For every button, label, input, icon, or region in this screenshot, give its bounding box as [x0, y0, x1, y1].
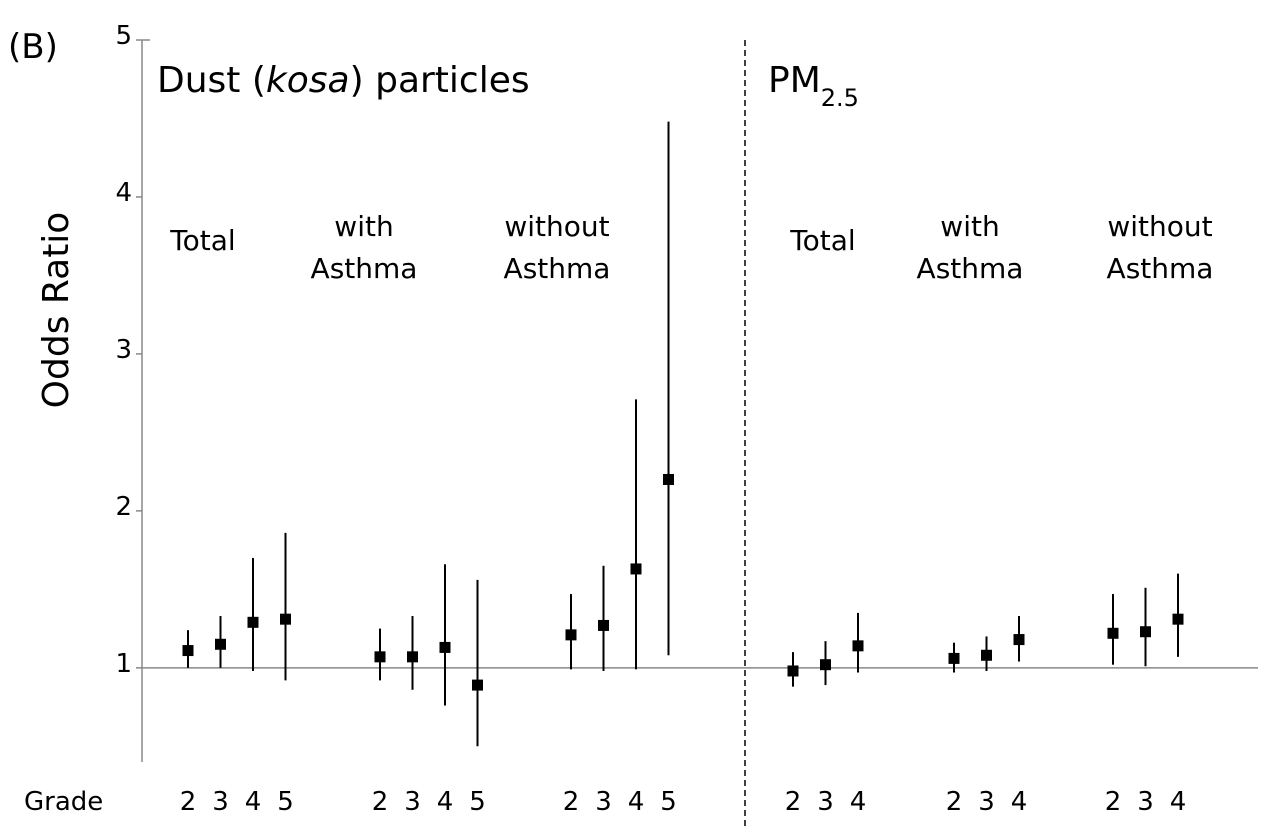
point	[852, 640, 864, 652]
x-tick-label: 3	[817, 787, 834, 817]
point	[981, 649, 992, 661]
title-part: ) particles	[350, 60, 530, 101]
point	[820, 659, 831, 671]
y-tick-label: 2	[115, 492, 132, 522]
y-tick-label: 3	[115, 335, 132, 365]
point	[247, 616, 259, 628]
x-tick-label: 4	[1011, 787, 1028, 817]
point	[1013, 634, 1025, 646]
group-label: Asthma	[1107, 252, 1214, 285]
x-tick-label: 2	[946, 787, 963, 817]
group-label: Asthma	[311, 252, 418, 285]
group-label: with	[940, 210, 999, 243]
x-tick-label: 2	[180, 787, 197, 817]
x-tick-label: 2	[372, 787, 389, 817]
point	[280, 613, 291, 625]
x-tick-label: 2	[563, 787, 580, 817]
point	[374, 651, 386, 663]
point	[663, 473, 674, 485]
group-label: Total	[169, 224, 235, 257]
title-part: kosa	[266, 60, 350, 101]
y-tick-label: 5	[115, 21, 132, 51]
x-tick-label: 4	[245, 787, 262, 817]
panel-title: Dust (kosa) particles	[157, 60, 530, 101]
x-tick-label: 3	[404, 787, 421, 817]
title-part: 2.5	[821, 84, 859, 112]
x-tick-label: 4	[1170, 787, 1187, 817]
x-tick-label: 3	[1137, 787, 1154, 817]
x-tick-label: 4	[850, 787, 867, 817]
point	[472, 679, 483, 691]
x-tick-label: 3	[595, 787, 612, 817]
title-part: Dust (	[157, 60, 266, 101]
x-tick-label: 4	[628, 787, 645, 817]
point	[215, 638, 226, 650]
group-label: Asthma	[917, 252, 1024, 285]
x-tick-label: 5	[277, 787, 294, 817]
panel-title: PM2.5	[768, 60, 859, 112]
group-label: Total	[789, 224, 855, 257]
y-tick-label: 1	[115, 649, 132, 679]
point	[565, 629, 577, 641]
point	[182, 645, 194, 657]
y-tick-label: 4	[115, 178, 132, 208]
x-tick-label: 3	[978, 787, 995, 817]
point	[1140, 626, 1151, 638]
point	[787, 665, 799, 677]
group-label: without	[1107, 210, 1212, 243]
x-tick-label: 3	[212, 787, 229, 817]
point	[407, 651, 418, 663]
group-label: Asthma	[504, 252, 611, 285]
point	[598, 619, 609, 631]
x-tick-label: 2	[1105, 787, 1122, 817]
point	[948, 652, 960, 664]
panel-label: (B)	[8, 27, 58, 67]
title-part: PM	[768, 60, 821, 101]
x-axis-label: Grade	[24, 787, 103, 817]
x-tick-label: 5	[469, 787, 486, 817]
x-tick-label: 5	[660, 787, 677, 817]
point	[630, 563, 642, 575]
group-label: without	[504, 210, 609, 243]
point	[1107, 627, 1119, 639]
x-tick-label: 2	[785, 787, 802, 817]
point	[439, 641, 451, 653]
y-axis-label: Odds Ratio	[36, 212, 77, 409]
point	[1172, 613, 1184, 625]
group-label: with	[334, 210, 393, 243]
x-tick-label: 4	[437, 787, 454, 817]
